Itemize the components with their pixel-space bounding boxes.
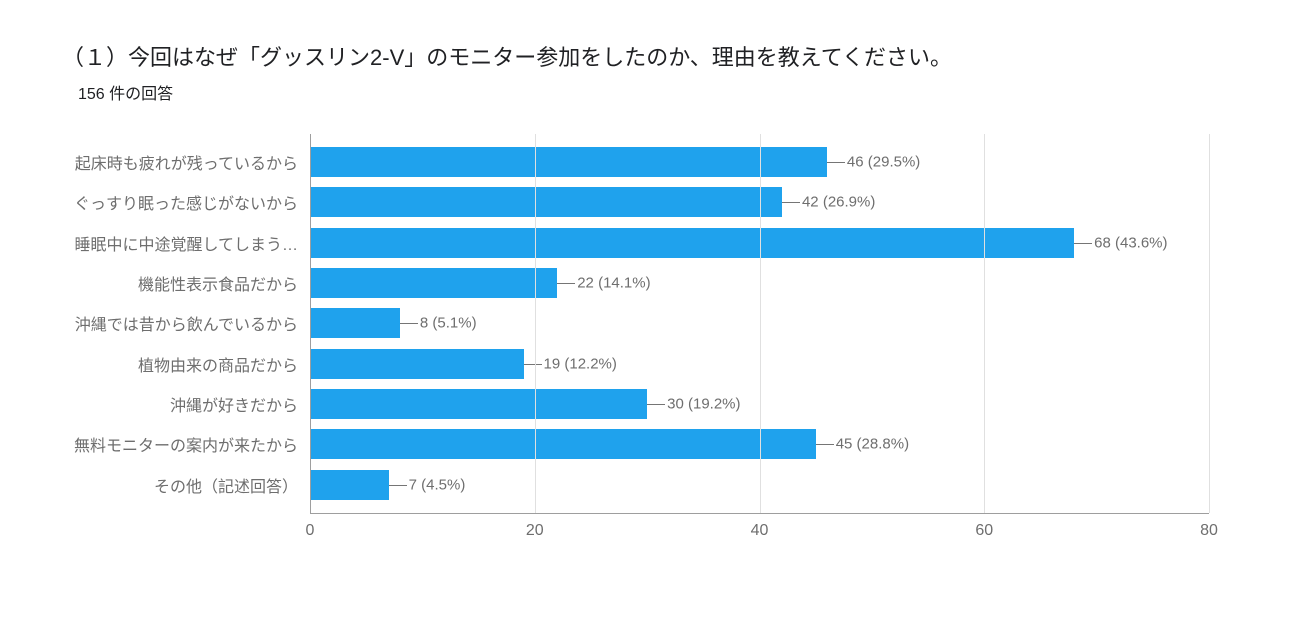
bar[interactable]: 46 (29.5%): [310, 147, 827, 177]
gridline: [1209, 134, 1210, 513]
category-label: 植物由来の商品だから: [50, 352, 310, 376]
value-label: 68 (43.6%): [1074, 234, 1167, 251]
gridline: [984, 134, 985, 513]
x-tick-label: 80: [1200, 522, 1218, 540]
gridline: [760, 134, 761, 513]
bar[interactable]: 7 (4.5%): [310, 470, 389, 500]
x-tick-label: 0: [306, 522, 315, 540]
bar[interactable]: 68 (43.6%): [310, 228, 1074, 258]
bar[interactable]: 8 (5.1%): [310, 308, 400, 338]
bar[interactable]: 30 (19.2%): [310, 389, 647, 419]
category-label: その他（記述回答）: [50, 473, 310, 497]
value-label: 19 (12.2%): [524, 355, 617, 372]
value-label: 30 (19.2%): [647, 396, 740, 413]
plot-area: 起床時も疲れが残っているから46 (29.5%)ぐっすり眠った感じがないから42…: [310, 134, 1209, 514]
value-label: 22 (14.1%): [557, 275, 650, 292]
x-tick-label: 20: [526, 522, 544, 540]
gridline: [310, 134, 311, 513]
x-tick-label: 60: [975, 522, 993, 540]
category-label: 機能性表示食品だから: [50, 271, 310, 295]
value-label: 42 (26.9%): [782, 194, 875, 211]
bar[interactable]: 22 (14.1%): [310, 268, 557, 298]
category-label: 無料モニターの案内が来たから: [50, 432, 310, 456]
response-count: 156 件の回答: [50, 80, 1249, 104]
gridline: [535, 134, 536, 513]
category-label: 睡眠中に中途覚醒してしまう…: [50, 231, 310, 255]
category-label: 沖縄では昔から飲んでいるから: [50, 311, 310, 335]
category-label: 沖縄が好きだから: [50, 392, 310, 416]
value-label: 8 (5.1%): [400, 315, 477, 332]
category-label: 起床時も疲れが残っているから: [50, 150, 310, 174]
bar[interactable]: 42 (26.9%): [310, 187, 782, 217]
chart-area: 起床時も疲れが残っているから46 (29.5%)ぐっすり眠った感じがないから42…: [310, 134, 1209, 554]
x-tick-label: 40: [751, 522, 769, 540]
category-label: ぐっすり眠った感じがないから: [50, 190, 310, 214]
bar[interactable]: 19 (12.2%): [310, 349, 524, 379]
chart-title: （１）今回はなぜ「グッスリン2-V」のモニター参加をしたのか、理由を教えてくださ…: [50, 40, 1249, 72]
x-axis: 020406080: [310, 514, 1209, 544]
value-label: 45 (28.8%): [816, 436, 909, 453]
bar[interactable]: 45 (28.8%): [310, 429, 816, 459]
value-label: 7 (4.5%): [389, 476, 466, 493]
value-label: 46 (29.5%): [827, 154, 920, 171]
